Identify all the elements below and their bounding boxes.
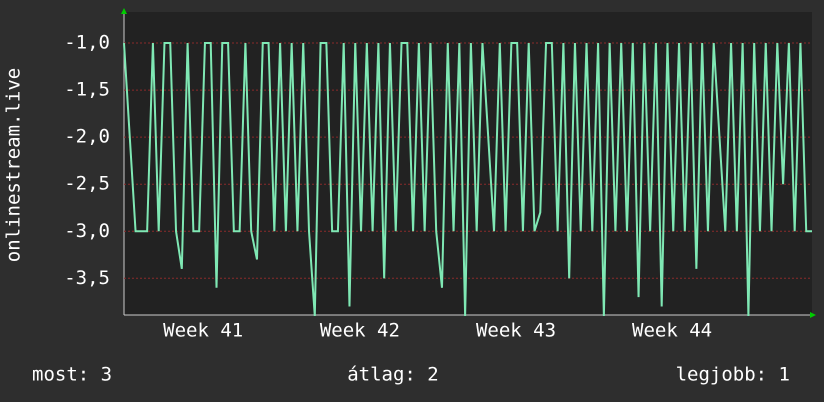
x-tick-label: Week 43	[476, 320, 556, 342]
x-tick-label: Week 42	[320, 320, 400, 342]
y-arrow	[121, 8, 127, 14]
x-tick-label: Week 41	[163, 320, 243, 342]
stat-best: legjobb: 1	[676, 364, 790, 386]
stat-current: most: 3	[32, 364, 112, 386]
y-tick-label: -2,0	[64, 126, 110, 148]
x-arrow	[810, 312, 816, 318]
y-tick-label: -1,0	[64, 32, 110, 54]
y-tick-label: -3,5	[64, 267, 110, 289]
data-line	[123, 42, 812, 317]
x-tick-label: Week 44	[632, 320, 712, 342]
stat-average: átlag: 2	[347, 364, 439, 386]
y-axis-label: onlinestream.live	[3, 68, 25, 262]
y-tick-label: -1,5	[64, 79, 110, 101]
y-tick-label: -2,5	[64, 173, 110, 195]
y-tick-label: -3,0	[64, 220, 110, 242]
